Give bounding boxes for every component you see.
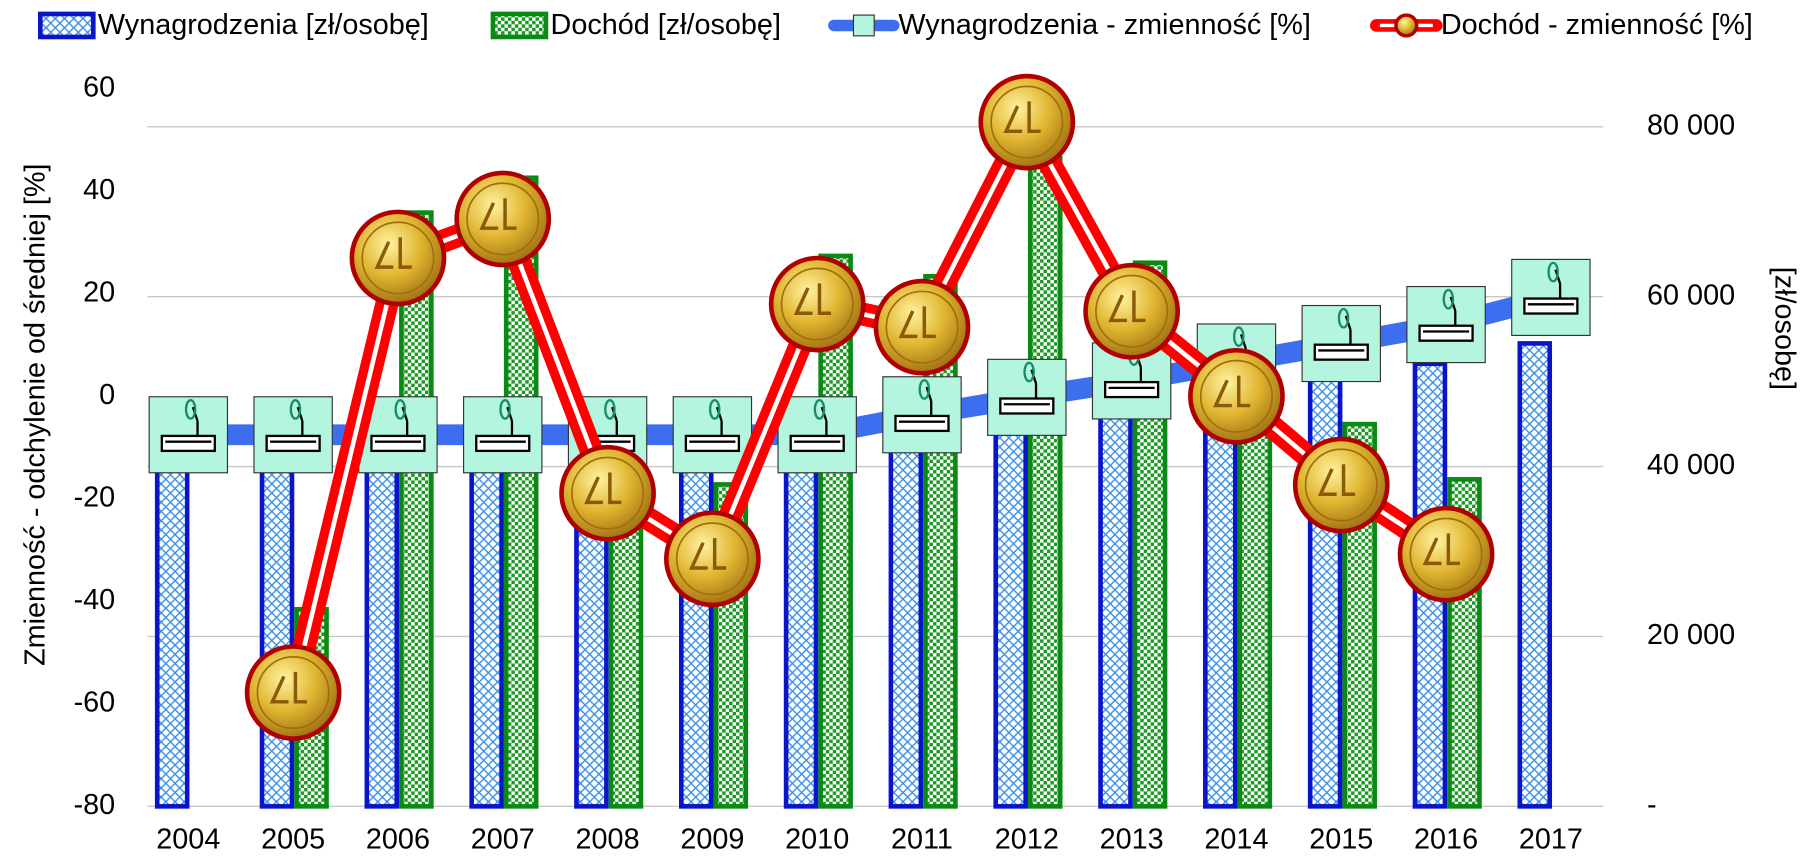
legend-label: Dochód [zł/osobę] — [551, 9, 781, 41]
line-marker — [1400, 508, 1492, 600]
bar — [157, 447, 187, 806]
legend-label: Wynagrodzenia [zł/osobę] — [98, 9, 429, 41]
line-marker — [1086, 265, 1178, 357]
bar — [367, 447, 397, 806]
legend-swatch — [853, 15, 874, 36]
x-tick-label: 2017 — [1519, 824, 1583, 856]
x-tick-label: 2013 — [1100, 824, 1164, 856]
y-tick-label: 40 — [83, 174, 115, 206]
bar — [262, 447, 292, 806]
bar — [681, 447, 711, 806]
y2-tick-label: 80 000 — [1647, 109, 1735, 141]
marker-icon — [371, 436, 424, 451]
y-tick-label: -40 — [74, 584, 116, 616]
x-tick-label: 2005 — [261, 824, 325, 856]
line-marker — [666, 513, 758, 605]
line-marker — [352, 212, 444, 304]
legend-swatch — [40, 14, 93, 37]
y-axis-title: Zmienność - odchylenie od średniej [%] — [19, 164, 51, 666]
x-tick-label: 2006 — [366, 824, 430, 856]
line-marker — [771, 258, 863, 350]
line-marker — [457, 173, 549, 265]
bar — [1101, 406, 1131, 806]
marker-icon — [1524, 299, 1577, 314]
legend-label: Wynagrodzenia - zmienność [%] — [898, 9, 1310, 41]
y-tick-label: -20 — [74, 481, 116, 513]
marker-icon — [1420, 326, 1473, 341]
y2-tick-label: 20 000 — [1647, 619, 1735, 651]
line-marker — [1190, 350, 1282, 442]
bar — [891, 432, 921, 806]
marker-icon — [791, 436, 844, 451]
marker-icon — [476, 436, 529, 451]
marker-icon — [686, 436, 739, 451]
marker-icon — [896, 416, 949, 431]
line-marker — [561, 447, 653, 539]
marker-icon — [1000, 399, 1053, 414]
x-tick-label: 2004 — [156, 824, 220, 856]
bar — [996, 419, 1026, 806]
y-tick-label: 0 — [99, 379, 115, 411]
bar — [1240, 407, 1270, 806]
legend-swatch — [1396, 15, 1417, 36]
y-tick-label: -60 — [74, 686, 116, 718]
line-marker — [883, 377, 961, 453]
line-marker — [247, 647, 339, 739]
x-tick-label: 2008 — [576, 824, 640, 856]
x-tick-label: 2009 — [680, 824, 744, 856]
x-tick-label: 2016 — [1414, 824, 1478, 856]
marker-icon — [267, 436, 320, 451]
y2-tick-label: - — [1647, 789, 1657, 821]
marker-icon — [162, 436, 215, 451]
bar — [1520, 343, 1550, 806]
legend-label: Dochód - zmienność [%] — [1441, 9, 1753, 41]
y-tick-label: 60 — [83, 71, 115, 103]
x-tick-label: 2010 — [785, 824, 849, 856]
y2-axis-title: [zł/osobę] — [1768, 267, 1800, 390]
y2-tick-label: 40 000 — [1647, 449, 1735, 481]
bar — [472, 447, 502, 806]
line-marker — [1295, 439, 1387, 531]
x-tick-label: 2012 — [995, 824, 1059, 856]
x-tick-label: 2011 — [891, 824, 953, 856]
x-tick-label: 2014 — [1204, 824, 1268, 856]
bar — [786, 447, 816, 806]
legend-swatch — [493, 14, 546, 37]
marker-icon — [1315, 345, 1368, 360]
chart: Zmienność - odchylenie od średniej [%] [… — [0, 0, 1806, 856]
line-marker — [981, 76, 1073, 168]
y-tick-label: 20 — [83, 276, 115, 308]
bar — [1205, 392, 1235, 807]
y2-tick-label: 60 000 — [1647, 279, 1735, 311]
x-tick-label: 2007 — [471, 824, 535, 856]
marker-icon — [1105, 382, 1158, 397]
line-marker — [876, 281, 968, 373]
y-tick-label: -80 — [74, 789, 116, 821]
x-tick-label: 2015 — [1309, 824, 1373, 856]
bar — [1030, 158, 1060, 806]
